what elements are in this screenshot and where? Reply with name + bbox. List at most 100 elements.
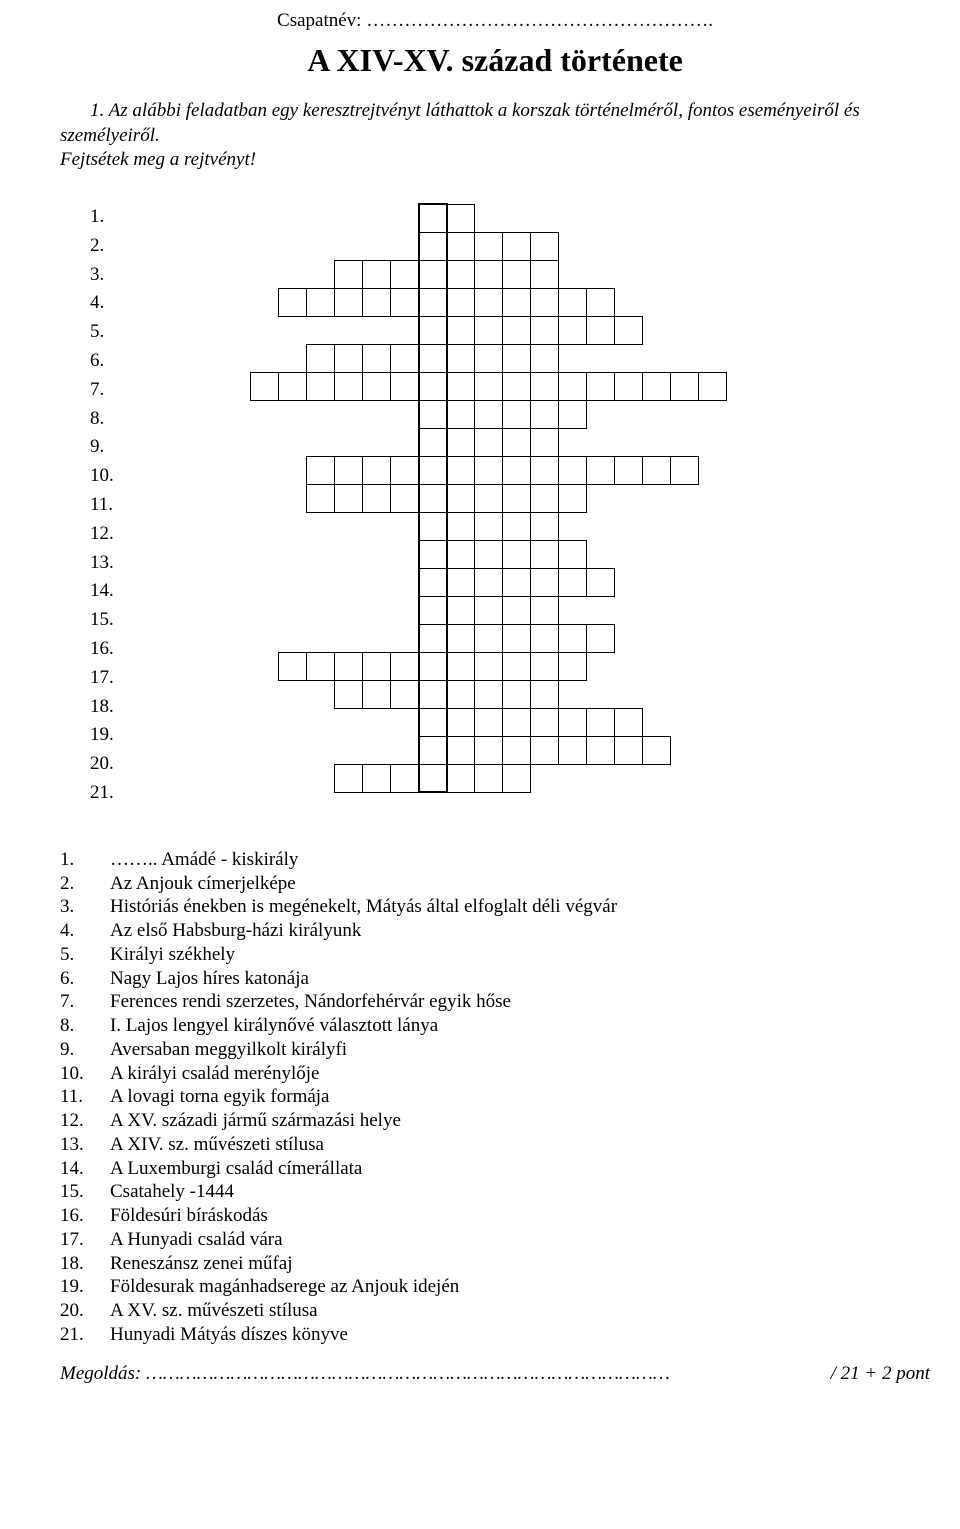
crossword-cell[interactable] — [419, 204, 447, 232]
crossword-cell[interactable] — [335, 288, 363, 316]
crossword-cell[interactable] — [475, 344, 503, 372]
crossword-cell[interactable] — [391, 652, 419, 680]
crossword-cell[interactable] — [615, 372, 643, 400]
crossword-cell[interactable] — [447, 288, 475, 316]
crossword-cell[interactable] — [335, 764, 363, 792]
crossword-cell[interactable] — [643, 456, 671, 484]
crossword-cell[interactable] — [419, 484, 447, 512]
crossword-cell[interactable] — [419, 456, 447, 484]
crossword-cell[interactable] — [531, 400, 559, 428]
crossword-cell[interactable] — [419, 344, 447, 372]
crossword-cell[interactable] — [503, 512, 531, 540]
crossword-cell[interactable] — [279, 288, 307, 316]
crossword-cell[interactable] — [531, 344, 559, 372]
crossword-cell[interactable] — [559, 624, 587, 652]
crossword-cell[interactable] — [503, 680, 531, 708]
crossword-cell[interactable] — [475, 736, 503, 764]
crossword-cell[interactable] — [559, 540, 587, 568]
crossword-cell[interactable] — [475, 540, 503, 568]
crossword-cell[interactable] — [671, 372, 699, 400]
crossword-cell[interactable] — [587, 708, 615, 736]
crossword-cell[interactable] — [503, 428, 531, 456]
crossword-cell[interactable] — [503, 344, 531, 372]
crossword-cell[interactable] — [587, 456, 615, 484]
crossword-cell[interactable] — [531, 736, 559, 764]
crossword-cell[interactable] — [531, 232, 559, 260]
crossword-cell[interactable] — [475, 456, 503, 484]
crossword-cell[interactable] — [531, 540, 559, 568]
crossword-cell[interactable] — [419, 736, 447, 764]
crossword-cell[interactable] — [531, 652, 559, 680]
crossword-cell[interactable] — [335, 260, 363, 288]
crossword-cell[interactable] — [419, 428, 447, 456]
crossword-cell[interactable] — [447, 260, 475, 288]
crossword-cell[interactable] — [419, 708, 447, 736]
crossword-cell[interactable] — [531, 568, 559, 596]
crossword-cell[interactable] — [447, 316, 475, 344]
crossword-cell[interactable] — [559, 568, 587, 596]
crossword-cell[interactable] — [531, 596, 559, 624]
crossword-cell[interactable] — [503, 708, 531, 736]
crossword-cell[interactable] — [615, 708, 643, 736]
crossword-cell[interactable] — [447, 344, 475, 372]
crossword-cell[interactable] — [531, 484, 559, 512]
crossword-cell[interactable] — [531, 428, 559, 456]
crossword-cell[interactable] — [587, 316, 615, 344]
crossword-cell[interactable] — [419, 596, 447, 624]
crossword-cell[interactable] — [335, 680, 363, 708]
crossword-cell[interactable] — [391, 456, 419, 484]
crossword-cell[interactable] — [531, 316, 559, 344]
crossword-cell[interactable] — [531, 624, 559, 652]
crossword-cell[interactable] — [503, 456, 531, 484]
crossword-cell[interactable] — [363, 764, 391, 792]
crossword-cell[interactable] — [447, 540, 475, 568]
crossword-cell[interactable] — [447, 764, 475, 792]
crossword-cell[interactable] — [447, 736, 475, 764]
crossword-cell[interactable] — [363, 260, 391, 288]
crossword-cell[interactable] — [447, 232, 475, 260]
crossword-cell[interactable] — [307, 344, 335, 372]
crossword-cell[interactable] — [559, 456, 587, 484]
crossword-cell[interactable] — [447, 512, 475, 540]
crossword-cell[interactable] — [531, 260, 559, 288]
crossword-cell[interactable] — [475, 428, 503, 456]
crossword-cell[interactable] — [363, 288, 391, 316]
crossword-cell[interactable] — [503, 596, 531, 624]
crossword-cell[interactable] — [447, 484, 475, 512]
crossword-cell[interactable] — [587, 736, 615, 764]
crossword-cell[interactable] — [419, 260, 447, 288]
crossword-cell[interactable] — [447, 456, 475, 484]
crossword-cell[interactable] — [363, 372, 391, 400]
crossword-cell[interactable] — [419, 372, 447, 400]
crossword-cell[interactable] — [503, 232, 531, 260]
crossword-cell[interactable] — [615, 316, 643, 344]
crossword-cell[interactable] — [503, 316, 531, 344]
crossword-cell[interactable] — [643, 372, 671, 400]
crossword-cell[interactable] — [559, 484, 587, 512]
crossword-cell[interactable] — [503, 484, 531, 512]
crossword-cell[interactable] — [531, 680, 559, 708]
crossword-cell[interactable] — [447, 400, 475, 428]
crossword-cell[interactable] — [447, 372, 475, 400]
crossword-cell[interactable] — [503, 540, 531, 568]
crossword-cell[interactable] — [419, 680, 447, 708]
crossword-cell[interactable] — [503, 736, 531, 764]
crossword-cell[interactable] — [559, 288, 587, 316]
crossword-cell[interactable] — [475, 372, 503, 400]
crossword-cell[interactable] — [391, 288, 419, 316]
crossword-cell[interactable] — [643, 736, 671, 764]
crossword-cell[interactable] — [475, 708, 503, 736]
crossword-cell[interactable] — [363, 456, 391, 484]
crossword-cell[interactable] — [363, 484, 391, 512]
crossword-cell[interactable] — [419, 652, 447, 680]
crossword-cell[interactable] — [447, 652, 475, 680]
crossword-cell[interactable] — [503, 652, 531, 680]
crossword-cell[interactable] — [307, 288, 335, 316]
crossword-cell[interactable] — [475, 288, 503, 316]
crossword-cell[interactable] — [363, 652, 391, 680]
crossword-cell[interactable] — [559, 652, 587, 680]
crossword-cell[interactable] — [699, 372, 727, 400]
crossword-cell[interactable] — [615, 456, 643, 484]
crossword-cell[interactable] — [475, 624, 503, 652]
crossword-cell[interactable] — [531, 456, 559, 484]
